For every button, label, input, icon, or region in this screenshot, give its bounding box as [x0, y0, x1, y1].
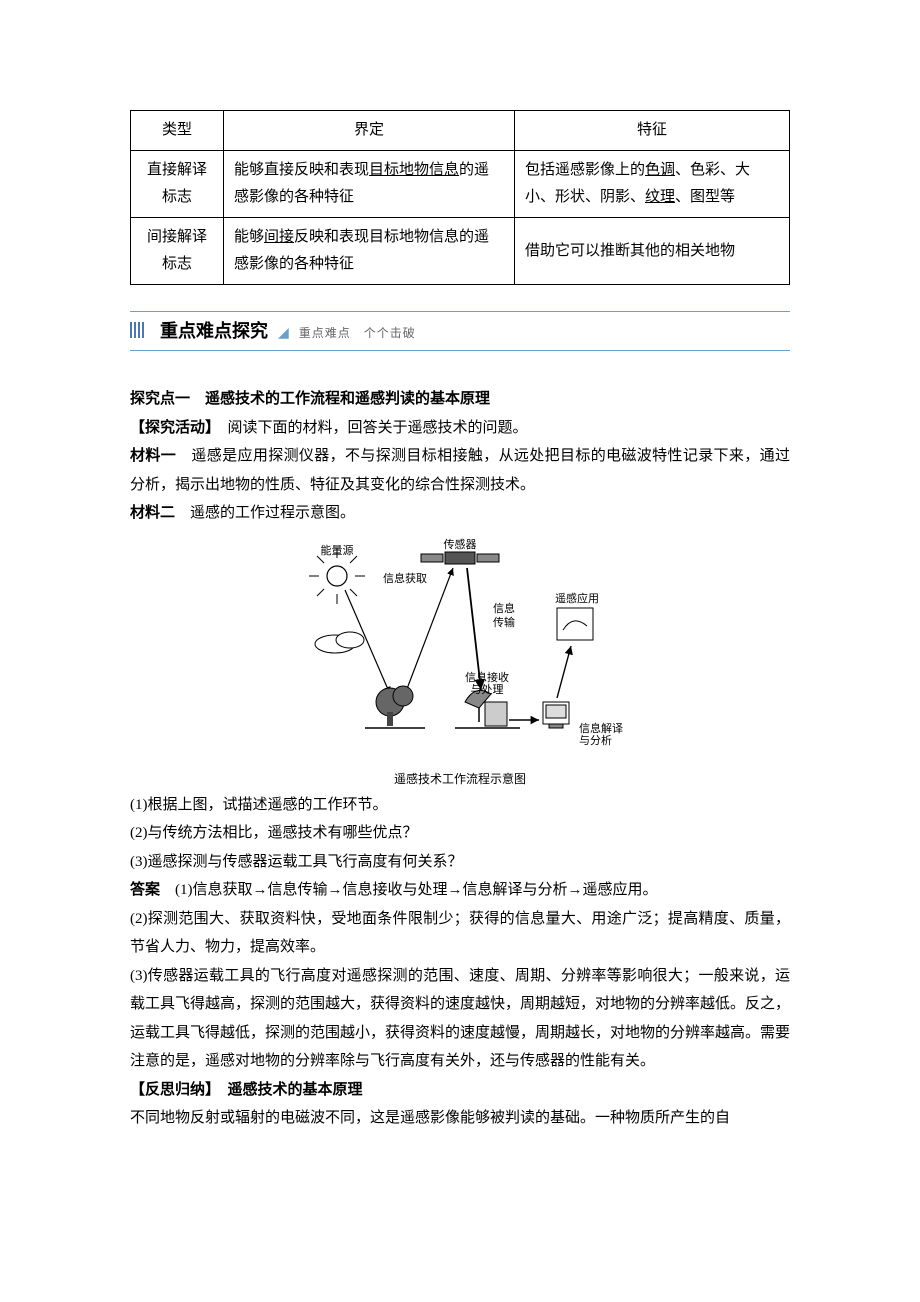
activity-text: 阅读下面的材料，回答关于遥感技术的问题。: [213, 420, 528, 436]
answer-3: (3)传感器运载工具的飞行高度对遥感探测的范围、速度、周期、分辨率等影响很大；一…: [130, 962, 790, 1076]
section-bar-stripes-icon: [130, 322, 146, 338]
diagram-label-energy: 能量源: [321, 543, 354, 557]
reflect-heading: 【反思归纳】 遥感技术的基本原理: [130, 1076, 790, 1105]
diagram-label-acquire: 信息获取: [383, 571, 427, 585]
cell-feat-2: 借助它可以推断其他的相关地物: [515, 218, 790, 285]
th-def: 界定: [224, 111, 515, 151]
activity-line: 【探究活动】 阅读下面的材料，回答关于遥感技术的问题。: [130, 414, 790, 443]
activity-label: 【探究活动】: [130, 419, 213, 436]
diagram-label-transmit-1: 信息: [493, 601, 515, 615]
diagram-label-receive-2: 与处理: [471, 683, 504, 696]
material-2-text: 遥感的工作过程示意图。: [175, 505, 355, 521]
material-2-label: 材料二: [130, 504, 175, 521]
definition-table: 类型 界定 特征 直接解译标志 能够直接反映和表现目标地物信息的遥感影像的各种特…: [130, 110, 790, 285]
material-1-text: 遥感是应用探测仪器，不与探测目标相接触，从远处把目标的电磁波特性记录下来，通过分…: [130, 448, 790, 493]
th-type: 类型: [131, 111, 224, 151]
diagram-caption: 遥感技术工作流程示意图: [130, 768, 790, 791]
pencil-icon: ◢: [278, 319, 289, 346]
question-2: (2)与传统方法相比，遥感技术有哪些优点？: [130, 819, 790, 848]
diagram-label-app: 遥感应用: [555, 591, 599, 605]
diagram-label-decode-1: 信息解译: [579, 721, 623, 735]
cell-def-2: 能够间接反映和表现目标地物信息的遥感影像的各种特征: [224, 218, 515, 285]
diagram-label-decode-2: 与分析: [579, 733, 612, 747]
cell-def-1: 能够直接反映和表现目标地物信息的遥感影像的各种特征: [224, 151, 515, 218]
diagram-label-sensor: 传感器: [444, 538, 477, 551]
th-feat: 特征: [515, 111, 790, 151]
section-bar: 重点难点探究 ◢ 重点难点 个个击破: [130, 311, 790, 351]
diagram-svg: 能量源 传感器 信息获取 信息 传输: [295, 534, 625, 754]
diagram-label-receive-1: 信息接收: [465, 670, 509, 684]
diagram-wrap: 能量源 传感器 信息获取 信息 传输: [130, 534, 790, 791]
material-2: 材料二 遥感的工作过程示意图。: [130, 499, 790, 528]
reflect-title: 遥感技术的基本原理: [213, 1081, 363, 1098]
material-1: 材料一 遥感是应用探测仪器，不与探测目标相接触，从远处把目标的电磁波特性记录下来…: [130, 442, 790, 499]
table-row: 间接解译标志 能够间接反映和表现目标地物信息的遥感影像的各种特征 借助它可以推断…: [131, 218, 790, 285]
question-3: (3)遥感探测与传感器运载工具飞行高度有何关系？: [130, 848, 790, 877]
reflect-text: 不同地物反射或辐射的电磁波不同，这是遥感影像能够被判读的基础。一种物质所产生的自: [130, 1104, 790, 1133]
table-header-row: 类型 界定 特征: [131, 111, 790, 151]
answer-2: (2)探测范围大、获取资料快，受地面条件限制少；获得的信息量大、用途广泛；提高精…: [130, 905, 790, 962]
answer-1-text: (1)信息获取→信息传输→信息接收与处理→信息解译与分析→遥感应用。: [160, 882, 658, 898]
cell-type-2: 间接解译标志: [131, 218, 224, 285]
document-page: 类型 界定 特征 直接解译标志 能够直接反映和表现目标地物信息的遥感影像的各种特…: [0, 0, 920, 1302]
material-1-label: 材料一: [130, 447, 176, 464]
section-subtitle: 重点难点 个个击破: [299, 322, 416, 345]
remote-sensing-diagram: 能量源 传感器 信息获取 信息 传输: [295, 534, 625, 765]
question-1: (1)根据上图，试描述遥感的工作环节。: [130, 791, 790, 820]
table-row: 直接解译标志 能够直接反映和表现目标地物信息的遥感影像的各种特征 包括遥感影像上…: [131, 151, 790, 218]
explore-heading: 探究点一 遥感技术的工作流程和遥感判读的基本原理: [130, 385, 790, 414]
answer-1: 答案 (1)信息获取→信息传输→信息接收与处理→信息解译与分析→遥感应用。: [130, 876, 790, 905]
reflect-label: 【反思归纳】: [130, 1081, 213, 1098]
section-title: 重点难点探究: [160, 314, 268, 348]
answer-label: 答案: [130, 881, 160, 898]
cell-feat-1: 包括遥感影像上的色调、色彩、大小、形状、阴影、纹理、图型等: [515, 151, 790, 218]
cell-type-1: 直接解译标志: [131, 151, 224, 218]
diagram-label-transmit-2: 传输: [493, 615, 515, 629]
